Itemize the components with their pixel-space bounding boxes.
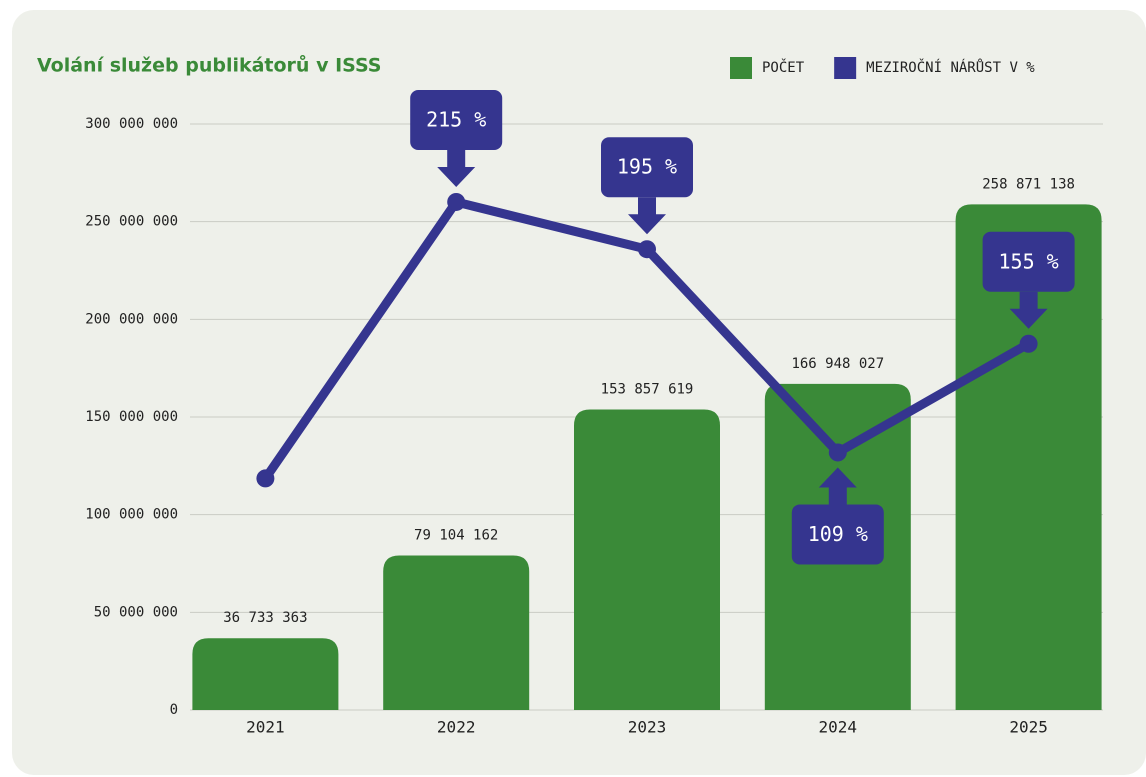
callout-box: [601, 137, 693, 198]
line-point: [447, 192, 466, 211]
bar: [955, 204, 1102, 710]
line-value-label: 215 %: [426, 107, 486, 131]
y-tick-label: 50 000 000: [94, 604, 178, 620]
y-tick-label: 250 000 000: [85, 214, 178, 230]
x-tick-label: 2024: [819, 718, 858, 737]
chart-title: Volání služeb publikátorů v ISSS: [37, 54, 382, 77]
legend-label: POČET: [762, 58, 805, 76]
bar-value-label: 36 733 363: [223, 610, 307, 626]
callout-box: [982, 231, 1075, 292]
y-tick-label: 100 000 000: [85, 507, 178, 523]
callout-box: [410, 89, 503, 150]
line-value-label: 195 %: [617, 155, 677, 179]
bar-value-label: 166 948 027: [791, 356, 884, 372]
y-tick-label: 200 000 000: [85, 311, 178, 327]
x-tick-label: 2025: [1009, 718, 1048, 737]
x-tick-label: 2022: [437, 718, 476, 737]
bar-value-label: 258 871 138: [982, 176, 1075, 192]
line-point: [638, 240, 656, 259]
bar: [383, 555, 530, 710]
y-tick-label: 150 000 000: [85, 409, 178, 425]
y-tick-label: 300 000 000: [85, 116, 178, 132]
bar: [192, 638, 339, 710]
callout-box: [791, 504, 884, 565]
legend-label: MEZIROČNÍ NÁRŮST V %: [866, 58, 1035, 76]
line-value-label: 155 %: [998, 249, 1058, 273]
legend-swatch: [834, 57, 857, 79]
line-value-label: 109 %: [808, 522, 868, 546]
callout-arrow: [1009, 291, 1048, 329]
legend-swatch: [730, 57, 752, 79]
y-tick-label: 0: [170, 702, 178, 718]
callout-arrow: [628, 197, 666, 235]
callout-arrow: [437, 149, 476, 187]
line-point: [1019, 334, 1038, 353]
bar-value-label: 153 857 619: [601, 381, 694, 397]
bar-value-label: 79 104 162: [414, 527, 498, 543]
bar: [574, 409, 720, 710]
x-tick-label: 2021: [246, 718, 285, 737]
x-tick-label: 2023: [628, 718, 667, 737]
callout-arrow: [818, 467, 857, 505]
line-point: [256, 469, 275, 488]
line-point: [828, 443, 847, 462]
